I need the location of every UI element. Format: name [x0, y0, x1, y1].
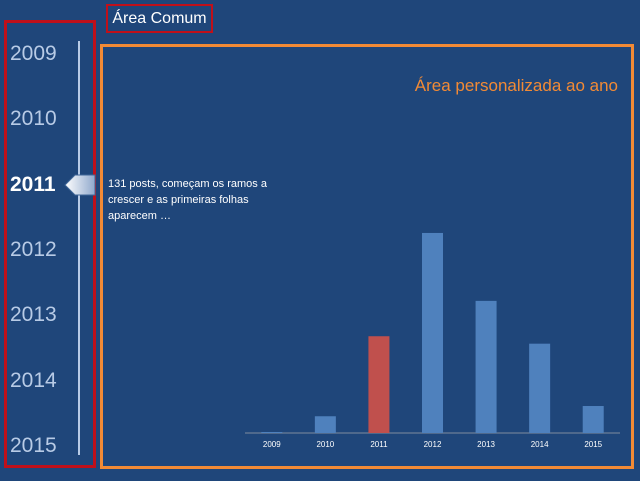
chart-bar-2015 — [582, 406, 604, 433]
chart-x-tick-label-2014: 2014 — [531, 440, 549, 449]
year-specific-panel: Área personalizada ao ano 131 posts, com… — [100, 44, 634, 469]
arrow-left-icon[interactable] — [64, 174, 96, 196]
chart-bar-2010 — [314, 416, 336, 433]
timeline-year-2013[interactable]: 2013 — [10, 303, 57, 326]
timeline-year-2009[interactable]: 2009 — [10, 42, 57, 65]
year-panel-title: Área personalizada ao ano — [414, 76, 618, 95]
chart-x-tick-label-2011: 2011 — [370, 440, 388, 449]
chart-bar-2014 — [529, 343, 551, 433]
chart-x-tick-label-2009: 2009 — [263, 440, 281, 449]
common-area-label-text: Área Comum — [112, 10, 207, 27]
chart-bar-2009 — [261, 432, 283, 433]
chart-x-tick-label-2015: 2015 — [584, 440, 602, 449]
timeline-line — [78, 41, 80, 455]
chart-bar-2012 — [422, 232, 443, 433]
timeline-year-2015[interactable]: 2015 — [10, 434, 57, 457]
common-area-label: Área Comum — [106, 4, 213, 33]
chart-x-tick-label-2013: 2013 — [477, 440, 495, 449]
timeline-year-2012[interactable]: 2012 — [10, 238, 57, 261]
timeline-year-2014[interactable]: 2014 — [10, 369, 57, 392]
chart-bar-2011 — [368, 336, 390, 433]
timeline-year-2010[interactable]: 2010 — [10, 107, 57, 130]
timeline-panel: 2009 2010 2011 2012 2013 2014 2015 — [4, 20, 96, 468]
chart-x-tick-label-2010: 2010 — [316, 440, 334, 449]
timeline-year-2011[interactable]: 2011 — [10, 173, 56, 196]
posts-by-year-bar-chart: 2009 2010 2011 2012 2013 2014 2015 — [245, 232, 620, 449]
year-description: 131 posts, começam os ramos a crescer e … — [108, 178, 267, 222]
chart-x-tick-label-2012: 2012 — [424, 440, 442, 449]
chart-bar-2013 — [475, 300, 497, 433]
